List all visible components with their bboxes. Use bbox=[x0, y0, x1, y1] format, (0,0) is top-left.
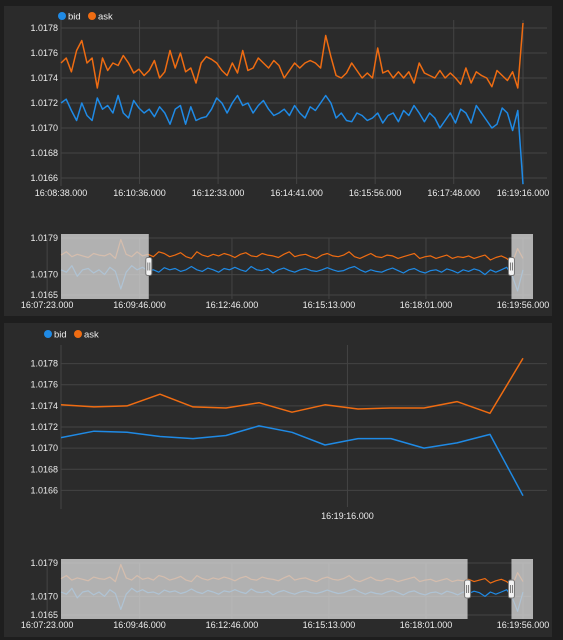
legend-ask-label[interactable]: ask bbox=[98, 12, 113, 23]
nav-x-tick-label: 16:09:46.000 bbox=[113, 620, 166, 630]
y-tick-label: 1.0174 bbox=[30, 401, 58, 411]
nav-y-tick-label: 1.0179 bbox=[30, 558, 58, 568]
y-tick-label: 1.0168 bbox=[30, 148, 58, 158]
y-tick-label: 1.0166 bbox=[30, 173, 58, 183]
legend-bid-label[interactable]: bid bbox=[68, 12, 81, 23]
x-tick-label: 16:17:48.000 bbox=[427, 188, 480, 198]
nav-x-tick-label: 16:18:01.000 bbox=[400, 620, 453, 630]
navigator-handle-left[interactable] bbox=[145, 257, 153, 276]
legend-bid-marker[interactable] bbox=[44, 330, 52, 338]
nav-x-tick-label: 16:15:13.000 bbox=[303, 620, 356, 630]
chart-svg-top: bid ask 1.0178 1.0176 1.0174 1.0172 1.0170 1.01… bbox=[21, 12, 550, 311]
navigator-handle-left[interactable] bbox=[464, 579, 472, 599]
series-ask-line bbox=[60, 357, 524, 415]
x-tick-label: 16:12:33.000 bbox=[192, 188, 245, 198]
x-tick-label: 16:08:38.000 bbox=[35, 188, 88, 198]
x-tick-label: 16:14:41.000 bbox=[270, 188, 323, 198]
x-tick-label: 16:10:36.000 bbox=[113, 188, 166, 198]
chart-panel-top: bid ask 1.0178 1.0176 1.0174 1.0172 1.0170 1.01… bbox=[4, 6, 552, 316]
nav-x-tick-label: 16:15:13.000 bbox=[303, 300, 356, 310]
legend-ask-label[interactable]: ask bbox=[84, 330, 99, 341]
y-tick-label: 1.0170 bbox=[30, 443, 58, 453]
navigator-mask-right[interactable] bbox=[511, 234, 533, 299]
y-tick-label: 1.0176 bbox=[30, 380, 58, 390]
x-tick-label: 16:15:56.000 bbox=[349, 188, 402, 198]
x-tick-label: 16:19:16.000 bbox=[321, 511, 374, 521]
navigator-mask-left[interactable] bbox=[61, 559, 468, 619]
chart-svg-bottom: bid ask 1.0178 1.0176 1.0174 1.0172 1.0170 1.01… bbox=[21, 330, 550, 631]
nav-x-tick-label: 16:12:46.000 bbox=[206, 300, 259, 310]
nav-x-tick-label: 16:09:46.000 bbox=[113, 300, 166, 310]
y-tick-label: 1.0172 bbox=[30, 422, 58, 432]
chart-panel-bottom: bid ask 1.0178 1.0176 1.0174 1.0172 1.0170 1.01… bbox=[4, 323, 552, 637]
nav-x-tick-label: 16:07:23.000 bbox=[21, 300, 74, 310]
y-tick-label: 1.0166 bbox=[30, 485, 58, 495]
legend-bid-marker[interactable] bbox=[58, 12, 66, 20]
y-tick-label: 1.0172 bbox=[30, 98, 58, 108]
nav-x-tick-label: 16:19:56.000 bbox=[497, 300, 550, 310]
y-tick-label: 1.0176 bbox=[30, 48, 58, 58]
nav-x-tick-label: 16:19:56.000 bbox=[497, 620, 550, 630]
series-bid-line bbox=[60, 94, 524, 185]
y-tick-label: 1.0178 bbox=[30, 23, 58, 33]
y-tick-label: 1.0178 bbox=[30, 359, 58, 369]
x-tick-label: 16:19:16.000 bbox=[497, 188, 550, 198]
navigator-handle-right[interactable] bbox=[507, 257, 515, 276]
nav-x-tick-label: 16:18:01.000 bbox=[400, 300, 453, 310]
nav-y-tick-label: 1.0170 bbox=[30, 591, 58, 601]
nav-x-tick-label: 16:12:46.000 bbox=[206, 620, 259, 630]
y-tick-label: 1.0170 bbox=[30, 123, 58, 133]
y-tick-label: 1.0174 bbox=[30, 73, 58, 83]
nav-y-tick-label: 1.0165 bbox=[30, 290, 58, 300]
series-ask-line bbox=[60, 22, 524, 89]
series-bid-line bbox=[60, 425, 524, 497]
legend-ask-marker[interactable] bbox=[88, 12, 96, 20]
nav-x-tick-label: 16:07:23.000 bbox=[21, 620, 74, 630]
legend-ask-marker[interactable] bbox=[74, 330, 82, 338]
nav-y-tick-label: 1.0170 bbox=[30, 270, 58, 280]
navigator-handle-right[interactable] bbox=[507, 579, 515, 599]
y-tick-label: 1.0168 bbox=[30, 464, 58, 474]
nav-y-tick-label: 1.0179 bbox=[30, 233, 58, 243]
navigator-mask-left[interactable] bbox=[61, 234, 149, 299]
nav-y-tick-label: 1.0165 bbox=[30, 610, 58, 620]
navigator-mask-right[interactable] bbox=[511, 559, 533, 619]
legend-bid-label[interactable]: bid bbox=[54, 330, 67, 341]
